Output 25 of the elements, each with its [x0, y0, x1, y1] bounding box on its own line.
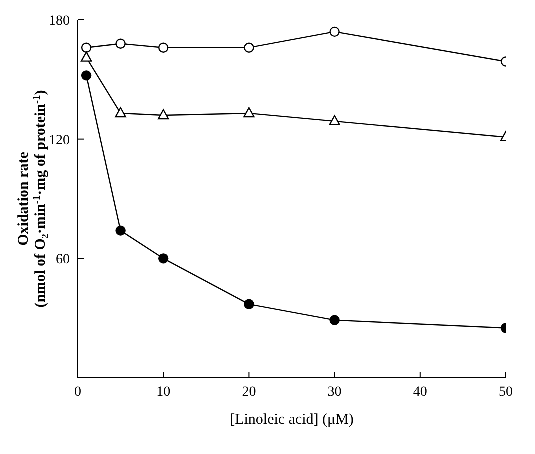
- y-tick-label: 180: [49, 14, 70, 29]
- x-tick-label: 10: [156, 384, 171, 400]
- x-tick-label: 20: [242, 384, 256, 400]
- point: [115, 107, 126, 118]
- point: [80, 52, 92, 62]
- point: [158, 254, 169, 264]
- point: [330, 26, 340, 38]
- point: [81, 70, 92, 81]
- point: [244, 42, 254, 53]
- x-tick-label: 0: [74, 384, 82, 400]
- point: [81, 42, 92, 53]
- point: [116, 226, 126, 236]
- x-tick-label: 30: [328, 384, 342, 400]
- y-tick-label: 120: [49, 133, 70, 148]
- point: [158, 42, 169, 53]
- x-axis-title: [Linoleic acid] (μM): [230, 412, 354, 428]
- point: [330, 315, 340, 326]
- x-tick-label: 50: [499, 384, 513, 400]
- point: [244, 299, 254, 310]
- point: [116, 38, 126, 49]
- point: [329, 115, 340, 126]
- x-tick-label: 40: [413, 384, 428, 400]
- y-tick-label: 60: [56, 252, 70, 268]
- point: [158, 109, 170, 120]
- point: [244, 107, 255, 118]
